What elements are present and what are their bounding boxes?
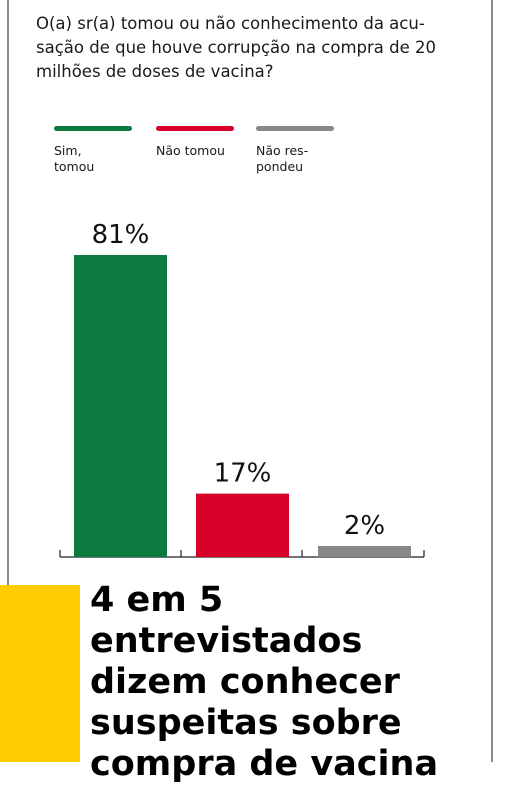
legend-label: Sim, tomou <box>54 143 95 174</box>
bar-chart: 81% 17% 2% <box>59 220 425 558</box>
legend-item-sim-tomou: Sim, tomou <box>54 126 132 175</box>
legend-swatch-gray <box>256 126 334 131</box>
legend-item-nao-tomou: Não tomou <box>156 126 234 159</box>
legend-label: Não res- pondeu <box>256 143 309 174</box>
frame-right-border <box>491 0 493 762</box>
frame-left-border <box>7 0 9 590</box>
bar-2 <box>196 493 289 557</box>
legend-swatch-green <box>54 126 132 131</box>
survey-question: O(a) sr(a) tomou ou não conhecimento da … <box>36 14 437 81</box>
bar-1 <box>74 255 167 557</box>
bar-value-label: 81% <box>92 220 150 250</box>
headline: 4 em 5 entrevistados dizem conhecer susp… <box>90 580 439 784</box>
legend-item-nao-respondeu: Não res- pondeu <box>256 126 334 175</box>
legend-label: Não tomou <box>156 143 225 158</box>
legend-swatch-red <box>156 126 234 131</box>
accent-yellow-block <box>0 585 80 762</box>
bar-3 <box>318 546 411 557</box>
bar-value-label: 17% <box>214 459 272 489</box>
bar-value-label: 2% <box>344 511 385 541</box>
